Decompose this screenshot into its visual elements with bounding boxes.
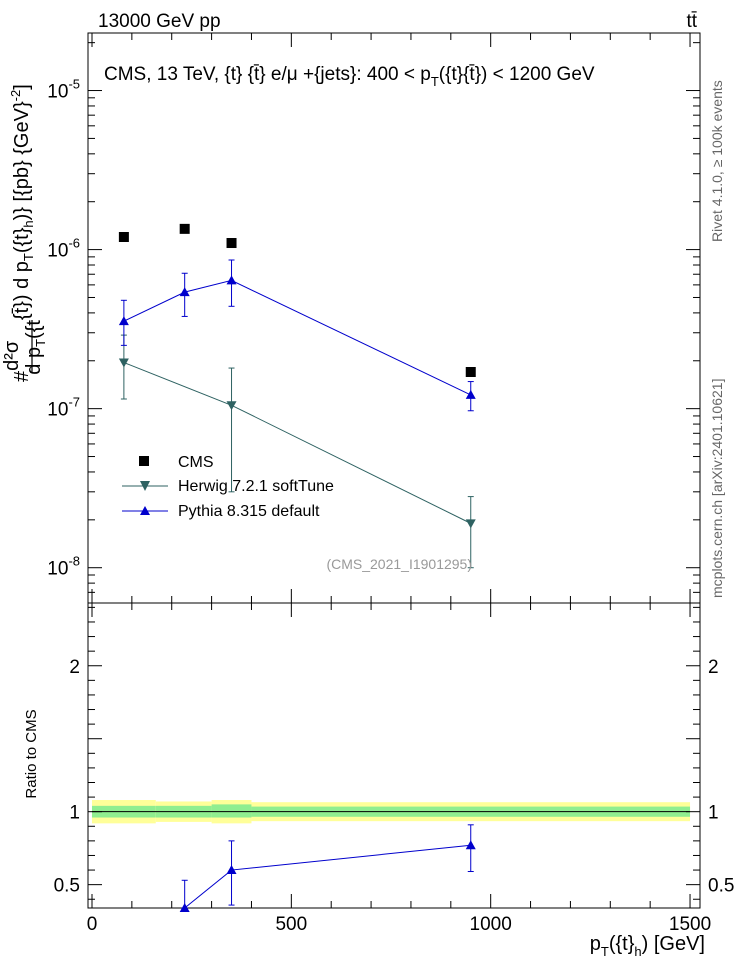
main-title-tail: ({t}{t̄}) < 1200 GeV <box>439 64 595 85</box>
ratio-y-tick-label-left: 1 <box>69 803 80 824</box>
mcplots-label: mcplots.cern.ch [arXiv:2401.10621] <box>709 379 725 598</box>
cms-point <box>226 238 237 249</box>
ratio-y-tick-label-right: 1 <box>708 803 719 824</box>
ratio-panel-frame <box>87 602 701 909</box>
main-annotation: (CMS_2021_I1901295) <box>326 556 472 572</box>
ylabel-suffix-end: ] <box>11 84 33 90</box>
ratio-panel: 0.5 0.5 1 1 2 2 0 500 1000 1500 Ratio to CMS pT(… <box>23 602 734 959</box>
x-tick-label: 1000 <box>470 914 512 935</box>
herwig-7-2-1-softtune-point <box>465 519 476 529</box>
main-x-ticks <box>91 33 691 603</box>
herwig-7-2-1-softtune-point <box>118 358 129 368</box>
pythia-8-315-default-point <box>465 389 476 399</box>
main-y-tick-label: 10-7 <box>47 395 80 421</box>
xlabel-sub: T <box>601 944 609 959</box>
pythia-8-315-default-point <box>226 275 237 285</box>
ylabel-suffix-sub: T <box>21 253 36 261</box>
legend-label-herwig: Herwig 7.2.1 softTune <box>178 478 334 495</box>
x-tick-label: 1500 <box>669 914 711 935</box>
pythia-8-315-default-ratio-point <box>179 903 190 912</box>
ratio-y-axis: 0.5 0.5 1 1 2 2 <box>54 606 734 900</box>
ratio-band-inner <box>211 804 252 818</box>
main-y-tick-label: 10-5 <box>47 77 80 103</box>
herwig-7-2-1-softtune-point <box>226 401 237 411</box>
pythia-8-315-default-ratio-line <box>184 844 471 909</box>
ylabel-frac-num: d²σ <box>1 340 23 371</box>
main-panel: 10-8 10-7 10-6 10-5 CMS, 13 TeV, {t} {t̄} e… <box>1 32 701 604</box>
pythia-8-315-default-ratio-point <box>465 840 476 850</box>
ylabel-suffix-mid: ({t} <box>11 227 33 253</box>
xlabel-sub2: h <box>634 944 641 959</box>
ylabel-suffix-tail: )} [{pb} {GeV} <box>11 101 33 220</box>
main-title: CMS, 13 TeV, {t} {t̄} e/μ +{jets}: 400 <… <box>104 64 595 89</box>
ratio-x-label: pT({t}h) [GeV] <box>590 933 705 959</box>
legend-marker-herwig <box>140 481 150 491</box>
pythia-8-315-default-point <box>179 287 190 297</box>
herwig-7-2-1-softtune-line <box>123 362 471 524</box>
process-label: tt̄ <box>686 11 697 32</box>
main-series <box>118 223 476 569</box>
cms-point <box>179 223 190 234</box>
ylabel-frac-den-sub: T <box>33 339 48 347</box>
cms-point <box>118 232 129 243</box>
xlabel-main: p <box>590 933 601 955</box>
main-y-axis: 10-8 10-7 10-6 10-5 <box>47 42 700 604</box>
ratio-y-tick-label-right: 0.5 <box>708 876 734 897</box>
legend-label-pythia: Pythia 8.315 default <box>178 503 320 520</box>
ratio-y-tick-label-left: 2 <box>69 657 80 678</box>
pythia-8-315-default-point <box>118 316 129 326</box>
main-title-main: CMS, 13 TeV, {t} {t̄} e/μ +{jets}: 400 <… <box>104 64 431 85</box>
ylabel-suffix-sup: -2 <box>8 90 23 102</box>
x-tick-label: 0 <box>87 914 98 935</box>
cms-point <box>465 366 476 377</box>
main-y-label: #d²σd pT({t{t̄}) d pT({t}h)} [{pb} {GeV}… <box>1 84 48 382</box>
pythia-8-315-default-line <box>123 279 471 396</box>
xlabel-tail: ) [GeV] <box>642 933 705 955</box>
x-tick-label: 500 <box>275 914 307 935</box>
main-title-sub: T <box>431 74 439 89</box>
ylabel-frac-den-tail: ({t <box>23 320 45 339</box>
ylabel-prefix: # <box>11 370 33 382</box>
legend-marker-pythia <box>140 506 150 515</box>
legend: CMS Herwig 7.2.1 softTune Pythia 8.315 d… <box>122 454 334 520</box>
ylabel-suffix: {t̄}) d p <box>11 261 33 320</box>
ratio-y-tick-label-left: 0.5 <box>54 876 80 897</box>
ratio-x-axis: 0 500 1000 1500 <box>87 603 711 935</box>
ylabel-frac-den: d p <box>23 347 45 375</box>
xlabel-mid: ({t} <box>609 933 635 955</box>
main-y-tick-label: 10-8 <box>47 554 80 580</box>
legend-label-cms: CMS <box>178 454 214 471</box>
legend-marker-cms <box>139 456 149 466</box>
ratio-y-tick-label-right: 2 <box>708 657 719 678</box>
ylabel-suffix-sub2: h <box>21 220 36 227</box>
pythia-8-315-default-ratio-point <box>226 865 237 875</box>
ratio-series <box>179 824 476 912</box>
energy-label: 13000 GeV pp <box>98 11 221 32</box>
ratio-y-label: Ratio to CMS <box>23 709 40 798</box>
rivet-label: Rivet 4.1.0, ≥ 100k events <box>709 80 725 242</box>
main-y-tick-label: 10-6 <box>47 236 80 262</box>
